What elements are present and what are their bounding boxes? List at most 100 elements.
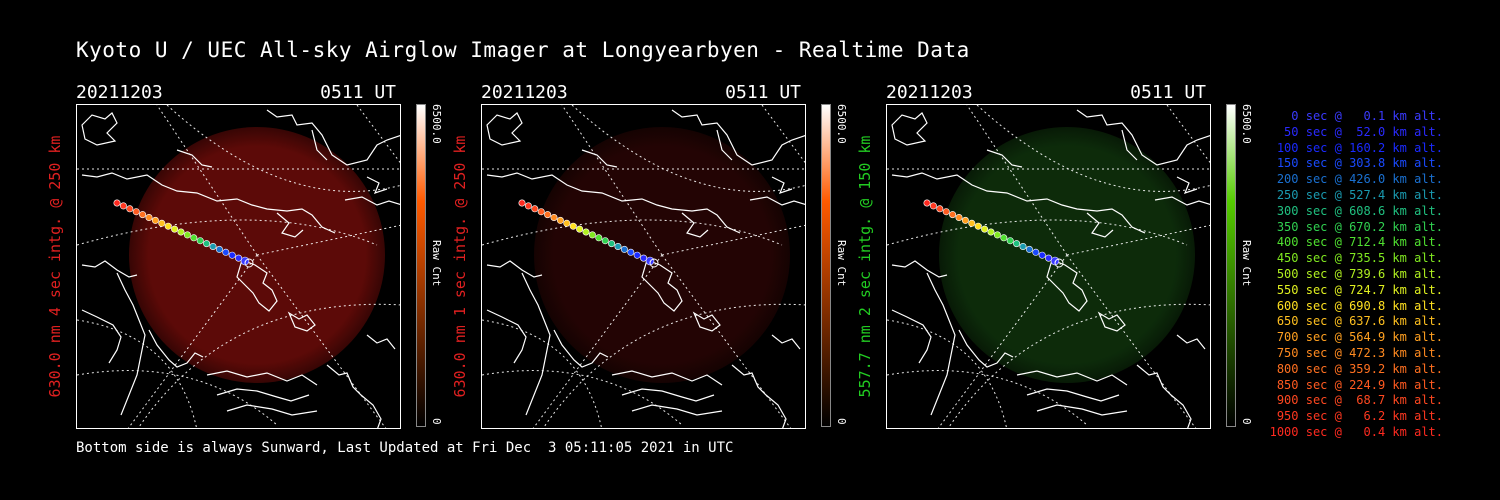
panel-date: 20211203 [886,82,973,103]
legend-item: 150 sec @ 303.8 km alt. [1276,156,1443,171]
colorbar-min-label: 0 [1240,418,1253,425]
filter-integration-label: 557.7 nm 2 sec intg. @ 150 km [856,135,874,398]
trajectory-point [588,231,596,239]
colorbar-unit-label: Raw Cnt [430,240,443,287]
trajectory-point [968,219,976,227]
trajectory-point [151,216,159,224]
trajectory-point [582,228,590,236]
trajectory-point [563,219,571,227]
trajectory-point [524,202,532,210]
colorbar-min-label: 0 [430,418,443,425]
trajectory-point [627,248,635,256]
trajectory-point [569,222,577,230]
panel-time: 0511 UT [320,82,396,103]
trajectory-point [942,208,950,216]
colorbar-max-label: 6500.0 [430,104,443,144]
all-sky-image [886,104,1211,429]
legend-item: 400 sec @ 712.4 km alt. [1276,235,1443,250]
trajectory-point [1032,248,1040,256]
launch-site-marker [244,258,254,268]
legend-item: 600 sec @ 690.8 km alt. [1276,298,1443,313]
legend-item: 1000 sec @ 0.4 km alt. [1269,424,1443,439]
trajectory-point [139,211,147,219]
trajectory-point [550,214,558,222]
trajectory-point [620,245,628,253]
trajectory-point [222,248,230,256]
legend-item: 900 sec @ 68.7 km alt. [1276,393,1443,408]
trajectory-point [1045,254,1053,262]
trajectory-point [531,205,539,213]
legend-item: 800 sec @ 359.2 km alt. [1276,361,1443,376]
trajectory-point [537,208,545,216]
image-panel: 20211203 0511 UT [886,82,1216,432]
legend-item: 850 sec @ 224.9 km alt. [1276,377,1443,392]
trajectory-point [171,225,179,233]
panel-date: 20211203 [481,82,568,103]
legend-item: 200 sec @ 426.0 km alt. [1276,172,1443,187]
rocket-trajectory-legend: 0 sec @ 0.1 km alt. 50 sec @ 52.0 km alt.… [1258,109,1443,441]
legend-item: 450 sec @ 735.5 km alt. [1276,251,1443,266]
trajectory-point [987,228,995,236]
trajectory-point [1019,243,1027,251]
legend-item: 700 sec @ 564.9 km alt. [1276,330,1443,345]
colorbar-max-label: 6500.0 [835,104,848,144]
legend-item: 300 sec @ 608.6 km alt. [1276,203,1443,218]
trajectory-point [228,251,236,259]
panel-date: 20211203 [76,82,163,103]
legend-item: 550 sec @ 724.7 km alt. [1276,282,1443,297]
trajectory-point [576,225,584,233]
trajectory-point [993,231,1001,239]
trajectory-point [126,205,134,213]
trajectory-point [177,228,185,236]
trajectory-point [1006,237,1014,245]
all-sky-image [481,104,806,429]
colorbar [1226,104,1236,427]
trajectory-point [215,245,223,253]
trajectory-point [190,234,198,242]
launch-site-marker [1054,258,1064,268]
colorbar [416,104,426,427]
all-sky-image [76,104,401,429]
legend-item: 500 sec @ 739.6 km alt. [1276,266,1443,281]
footer-status: Bottom side is always Sunward, Last Upda… [76,440,734,456]
trajectory-point [119,202,127,210]
trajectory-point [923,199,931,207]
trajectory-point [955,214,963,222]
panel-time: 0511 UT [725,82,801,103]
trajectory-point [974,222,982,230]
trajectory-point [544,211,552,219]
trajectory-point [936,205,944,213]
page-title: Kyoto U / UEC All-sky Airglow Imager at … [76,38,970,62]
trajectory-point [614,243,622,251]
legend-item: 100 sec @ 160.2 km alt. [1276,140,1443,155]
colorbar-min-label: 0 [835,418,848,425]
trajectory-point [1013,240,1021,248]
trajectory-point [929,202,937,210]
trajectory-point [981,225,989,233]
legend-item: 50 sec @ 52.0 km alt. [1284,124,1443,139]
trajectory-point [158,219,166,227]
panel-time: 0511 UT [1130,82,1206,103]
trajectory-point [209,243,217,251]
legend-item: 750 sec @ 472.3 km alt. [1276,345,1443,360]
trajectory-point [164,222,172,230]
trajectory-point [1000,234,1008,242]
filter-integration-label: 630.0 nm 4 sec intg. @ 250 km [46,135,64,398]
trajectory-point [1025,245,1033,253]
trajectory-point [961,216,969,224]
trajectory-point [235,254,243,262]
trajectory-point [132,208,140,216]
colorbar-unit-label: Raw Cnt [1240,240,1253,287]
trajectory-point [608,240,616,248]
trajectory-point [196,237,204,245]
trajectory-point [183,231,191,239]
colorbar-max-label: 6500.0 [1240,104,1253,144]
trajectory-point [949,211,957,219]
legend-item: 0 sec @ 0.1 km alt. [1291,109,1443,123]
trajectory-point [601,237,609,245]
trajectory-point [113,199,121,207]
legend-item: 250 sec @ 527.4 km alt. [1276,187,1443,202]
image-panel: 20211203 0511 UT [481,82,811,432]
trajectory-point [518,199,526,207]
filter-integration-label: 630.0 nm 1 sec intg. @ 250 km [451,135,469,398]
